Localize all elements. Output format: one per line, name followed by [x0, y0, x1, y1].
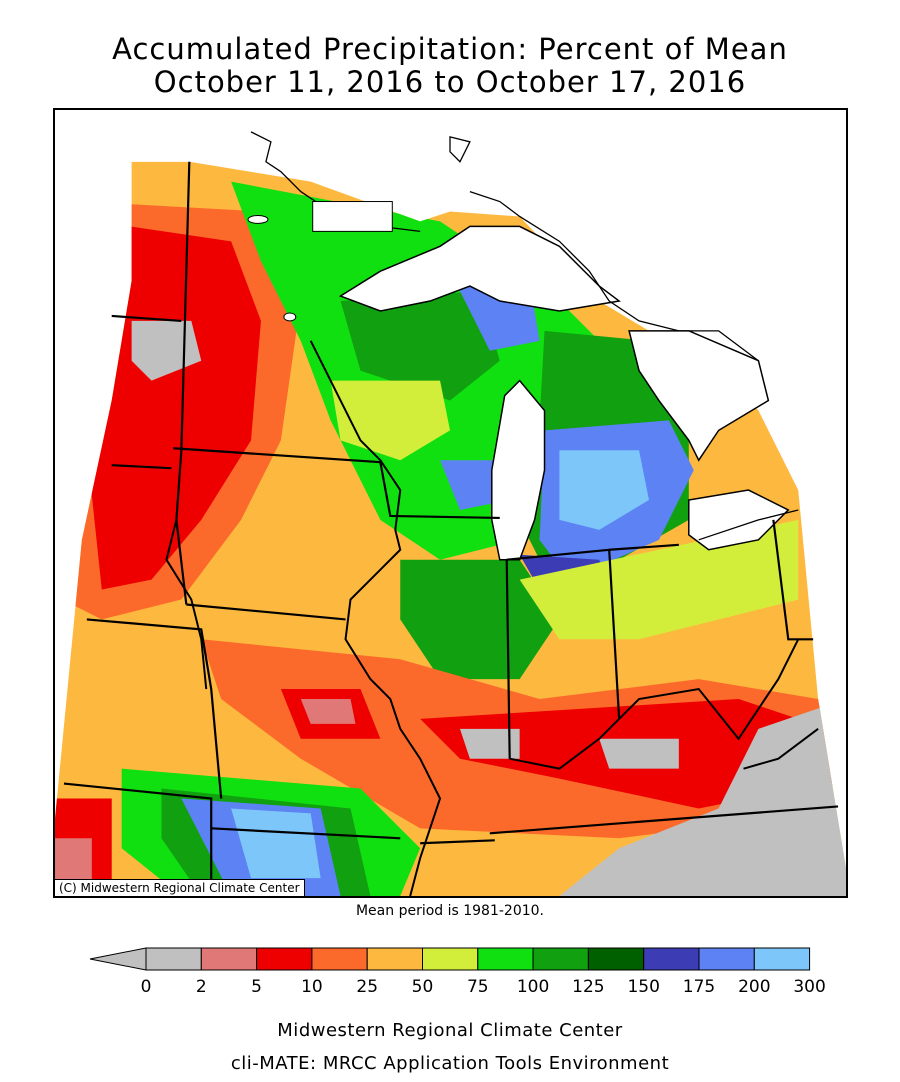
border-il-in	[505, 559, 511, 759]
legend-swatch	[753, 947, 811, 971]
coast-canada-east	[469, 190, 759, 362]
legend-swatch	[643, 947, 700, 971]
lake-small-1	[247, 214, 269, 224]
river-ohio	[509, 638, 800, 770]
mean-period-note: Mean period is 1981-2010.	[355, 903, 545, 919]
border-mo-ar	[211, 827, 401, 840]
legend-tick-label: 5	[251, 977, 262, 997]
border-ia-mo	[186, 603, 346, 621]
great-lakes	[338, 225, 790, 561]
map-canvas	[55, 131, 846, 896]
field-yellowgreen-oh	[519, 519, 799, 640]
legend-swatch	[311, 947, 368, 971]
island-north	[449, 136, 471, 163]
legend-swatch	[477, 947, 534, 971]
border-oh-pa	[772, 519, 814, 641]
lake-of-the-woods-area	[312, 201, 393, 232]
legend-tick-label: 125	[572, 977, 604, 997]
legend-swatch	[587, 947, 645, 971]
footer-tool: cli-MATE: MRCC Application Tools Environ…	[230, 1053, 670, 1074]
river-missouri	[165, 519, 208, 690]
precipitation-map	[53, 108, 848, 898]
legend-tick-label: 0	[141, 977, 152, 997]
legend-tick-label: 25	[356, 977, 378, 997]
border-ky-wv	[743, 728, 819, 770]
legend-tick-label: 75	[467, 977, 489, 997]
legend-swatch	[422, 947, 479, 971]
legend-tick-label: 10	[301, 977, 323, 997]
coast-ontario	[698, 509, 799, 541]
border-ne-ks-mo	[86, 618, 223, 799]
field-gray-ky	[599, 738, 679, 769]
field-red-west	[81, 221, 261, 590]
field-lightblue-mi	[559, 450, 649, 530]
legend-underflow-triangle	[89, 947, 147, 971]
color-legend: 0 2 5 10 25 50 75 100 125 150 175 200 300	[89, 947, 826, 997]
legend-tick-label: 300	[793, 977, 825, 997]
legend-swatch	[366, 947, 424, 971]
credit-label: (C) Midwestern Regional Climate Center	[55, 879, 305, 896]
field-midgreen-wi	[340, 291, 500, 401]
state-boundaries	[63, 161, 839, 896]
border-mo-tn	[420, 839, 495, 845]
legend-swatch	[200, 947, 258, 971]
border-ky-tn	[489, 805, 839, 835]
border-mn-dakotas	[175, 161, 191, 605]
lake-small-2	[283, 312, 297, 322]
river-boundaries	[165, 340, 819, 896]
field-midgreen-il	[400, 559, 560, 680]
field-pink-mo	[300, 699, 356, 724]
legend-tick-label: 50	[412, 977, 434, 997]
legend-swatch	[532, 947, 589, 971]
legend-tick-label: 150	[627, 977, 659, 997]
legend-swatch	[145, 947, 202, 971]
map-title: Accumulated Precipitation: Percent of Me…	[112, 32, 788, 66]
lake-michigan	[491, 379, 546, 561]
field-gray-il	[459, 728, 520, 759]
field-lightblue-sw	[231, 808, 321, 879]
legend-tick-label: 2	[196, 977, 207, 997]
map-date-range: October 11, 2016 to October 17, 2016	[153, 65, 747, 99]
border-mi-oh	[609, 543, 679, 551]
legend-tick-label: 100	[517, 977, 549, 997]
legend-tick-label: 175	[683, 977, 715, 997]
border-mn-ia-wi	[173, 447, 500, 520]
lake-huron	[628, 330, 770, 462]
legend-tick-label: 200	[738, 977, 770, 997]
lake-superior	[338, 225, 621, 312]
river-mississippi	[309, 340, 442, 896]
small-lakes	[247, 201, 393, 322]
border-ks-ok	[63, 782, 213, 896]
field-gray-southeast	[559, 699, 846, 896]
footer-organization: Midwestern Regional Climate Center	[277, 1020, 623, 1041]
border-nd-sd	[111, 314, 182, 323]
legend-swatch	[698, 947, 755, 971]
legend-swatch	[256, 947, 313, 971]
border-sd-ne	[111, 464, 172, 470]
